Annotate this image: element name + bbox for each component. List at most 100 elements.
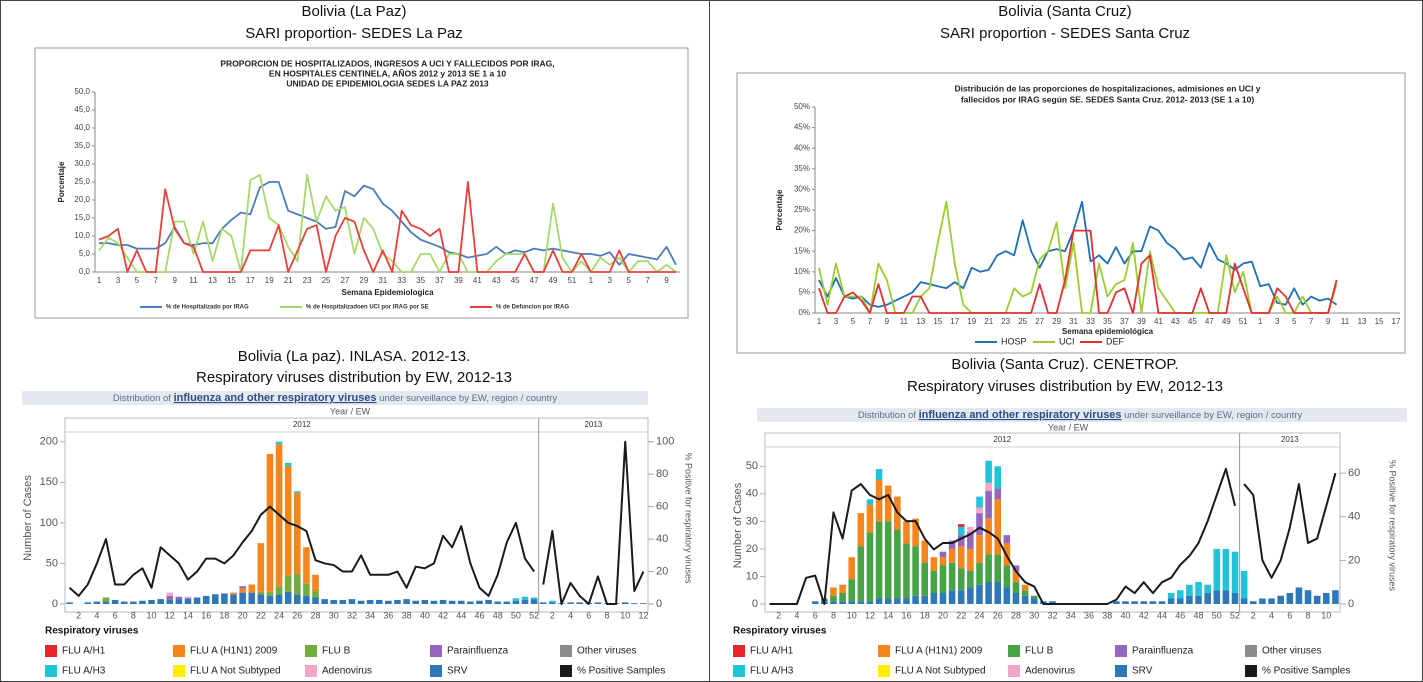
bar-segment	[184, 596, 192, 599]
bar-segment	[66, 602, 73, 604]
y-tick-label: 40,0	[74, 123, 90, 132]
x-tick-label: 17	[1392, 317, 1401, 326]
bar-segment	[257, 591, 265, 595]
bar-segment	[839, 601, 846, 604]
bar-segment	[1003, 535, 1011, 544]
legend-label: Parainfluenza	[447, 646, 509, 657]
bar-segment	[839, 592, 846, 602]
x-tick-label: 50	[1212, 610, 1222, 620]
legend-swatch	[305, 665, 317, 677]
x-tick-label: 4	[1269, 610, 1274, 620]
bar-segment	[967, 532, 974, 549]
x-tick-label: 31	[378, 276, 387, 285]
bar-segment	[1030, 598, 1038, 604]
x-tick-label: 7	[1309, 317, 1314, 326]
y-tick-label: 40	[746, 488, 758, 500]
bar-segment	[521, 596, 529, 600]
legend-label: SRV	[447, 666, 468, 677]
legend-swatch	[560, 665, 572, 677]
bar-segment	[1222, 548, 1230, 591]
x-tick-label: 34	[365, 610, 375, 620]
x-tick-label: 1	[817, 317, 822, 326]
x-tick-label: 5	[851, 317, 856, 326]
y-tick-label: 0%	[798, 308, 810, 317]
bar-segment	[839, 584, 846, 593]
panel-heading: Bolivia (La Paz)	[301, 3, 406, 20]
bar-segment	[957, 568, 965, 591]
bar-segment	[512, 598, 520, 601]
y-axis-title: Number of Cases	[732, 482, 744, 568]
bar-segment	[957, 546, 965, 569]
bar-segment	[640, 603, 647, 604]
legend-label: % de Hospitalizadoen UCI por IRAG por SE	[306, 305, 429, 311]
x-tick-label: 14	[883, 610, 893, 620]
bar-segment	[921, 540, 929, 563]
bar-segment	[1204, 584, 1211, 593]
x-tick-label: 35	[1103, 317, 1112, 326]
bar-segment	[1240, 598, 1248, 604]
x-tick-label: 29	[359, 276, 368, 285]
bar-segment	[1113, 601, 1120, 604]
legend-swatch	[733, 665, 745, 677]
bar-segment	[239, 586, 246, 589]
bar-segment	[166, 595, 174, 600]
bar-segment	[1304, 590, 1312, 604]
bar-segment	[1268, 598, 1275, 604]
y2-axis-title: % Positive for respiratory viruses	[1388, 460, 1398, 592]
x-tick-label: 17	[950, 317, 959, 326]
x-tick-label: 11	[900, 317, 909, 326]
bar-segment	[1195, 595, 1202, 604]
bar-segment	[239, 588, 246, 593]
bar-segment	[576, 602, 583, 604]
x-tick-label: 2	[550, 610, 555, 620]
bar-segment	[248, 592, 256, 604]
bar-segment	[1149, 601, 1157, 604]
x-tick-label: 52	[1230, 610, 1240, 620]
bar-segment	[985, 518, 992, 555]
x-tick-label: 11	[1341, 317, 1350, 326]
x-tick-label: 27	[1035, 317, 1044, 326]
x-axis-title: Year / EW	[1048, 422, 1089, 432]
legend-label: % de Hospitalizado por IRAG	[166, 305, 249, 311]
x-axis-title: Year / EW	[330, 406, 371, 416]
plot-frame	[764, 432, 1341, 613]
bar-segment	[957, 524, 965, 527]
y-tick-label: 30,0	[74, 159, 90, 168]
bar-segment	[848, 557, 855, 580]
y-tick-label: 45,0	[74, 105, 90, 114]
x-tick-label: 12	[165, 610, 175, 620]
bar-segment	[957, 590, 965, 604]
x-tick-label: 7	[154, 276, 159, 285]
bar-segment	[830, 601, 837, 604]
bar-segment	[1231, 551, 1239, 593]
bar-segment	[994, 488, 1002, 500]
legend-swatch	[430, 665, 442, 677]
y-tick-label: 10	[746, 570, 758, 582]
bar-segment	[976, 562, 983, 585]
x-tick-label: 4	[794, 610, 799, 620]
series-line	[818, 229, 1338, 314]
bar-segment	[1012, 565, 1020, 571]
chart-frame	[736, 72, 1406, 354]
bar-segment	[1286, 592, 1294, 604]
legend-label: Other viruses	[1262, 646, 1321, 657]
banner: Distribution of influenza and other resp…	[858, 409, 1303, 421]
bar-segment	[1240, 570, 1248, 599]
bar-segment	[884, 521, 892, 599]
bar-segment	[312, 574, 319, 592]
x-tick-label: 7	[868, 317, 873, 326]
y-tick-label: 200	[40, 436, 58, 448]
y-tick-label: 20,0	[74, 195, 90, 204]
bar-segment	[903, 543, 910, 599]
bar-segment	[221, 593, 228, 604]
x-tick-label: 10	[147, 610, 157, 620]
legend-swatch	[173, 645, 185, 657]
legend-swatch	[305, 645, 317, 657]
bar-segment	[521, 599, 529, 604]
bar-segment	[811, 601, 819, 604]
x-tick-label: 40	[1121, 610, 1131, 620]
bar-segment	[1332, 590, 1339, 604]
bar-segment	[448, 600, 456, 604]
x-tick-label: 25	[1018, 317, 1027, 326]
bar-segment	[93, 601, 101, 604]
